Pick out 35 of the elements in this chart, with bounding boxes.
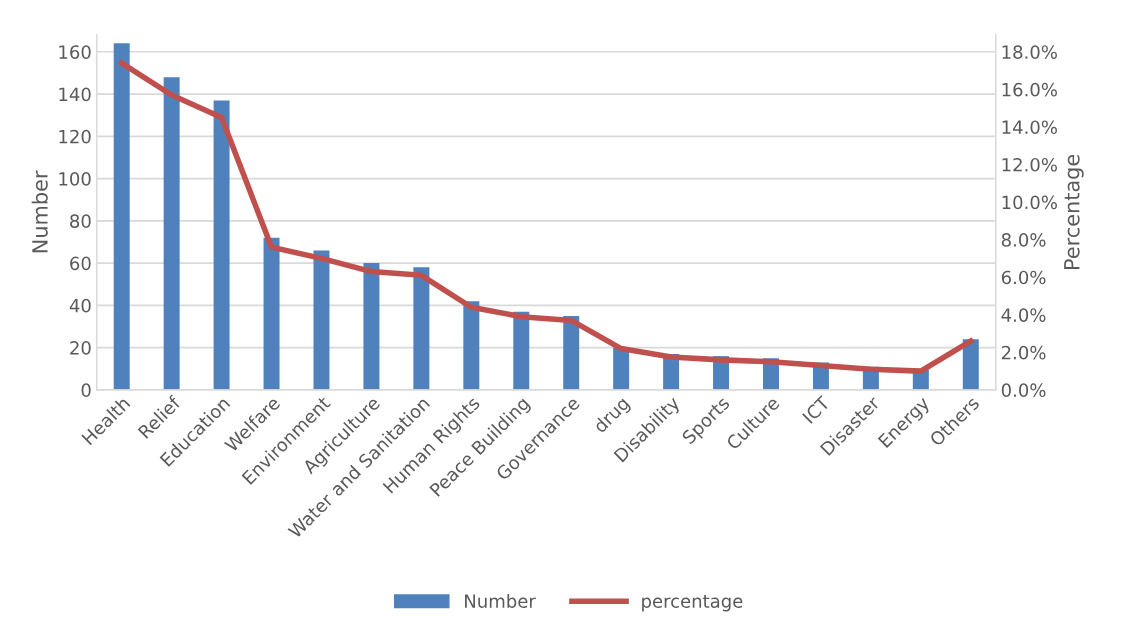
legend-label: Number xyxy=(465,593,536,608)
y-tick-label: 140 xyxy=(59,87,91,102)
legend-label: percentage xyxy=(642,594,743,612)
bar xyxy=(113,43,130,390)
bar xyxy=(513,311,530,390)
bar xyxy=(313,250,330,390)
y2-axis-title: Percentage xyxy=(1064,154,1084,269)
bar xyxy=(563,315,580,390)
y2-tick-label: 10.0% xyxy=(1002,195,1057,210)
y-tick-label: 120 xyxy=(59,129,91,144)
bar xyxy=(363,263,380,390)
y2-tick-label: 0.0% xyxy=(1001,383,1046,398)
y-axis-title: Number xyxy=(31,170,48,253)
y2-tick-label: 4.0% xyxy=(1001,308,1046,322)
y-tick-label: 100 xyxy=(59,172,91,186)
y2-tick-label: 2.0% xyxy=(1001,345,1046,360)
y-tick-label: 40 xyxy=(69,298,91,313)
bar xyxy=(163,77,180,390)
bar xyxy=(413,267,430,390)
y-tick-label: 20 xyxy=(70,341,91,355)
y2-tick-label: 8.0% xyxy=(1001,233,1046,247)
y-tick-label: 60 xyxy=(70,256,91,271)
y2-tick-label: 14.0% xyxy=(1002,120,1057,135)
y-tick-label: 80 xyxy=(70,214,91,228)
bar xyxy=(613,347,630,390)
bar xyxy=(962,339,979,390)
y2-tick-label: 6.0% xyxy=(1001,270,1046,285)
y-tick-label: 160 xyxy=(59,45,91,59)
bar xyxy=(263,237,280,390)
y2-tick-label: 18.0% xyxy=(1002,45,1057,59)
bar xyxy=(213,100,230,390)
y2-tick-label: 12.0% xyxy=(1002,157,1057,172)
bar xyxy=(463,301,480,390)
y-tick-label: 0 xyxy=(81,383,91,398)
y2-tick-label: 16.0% xyxy=(1002,82,1057,97)
